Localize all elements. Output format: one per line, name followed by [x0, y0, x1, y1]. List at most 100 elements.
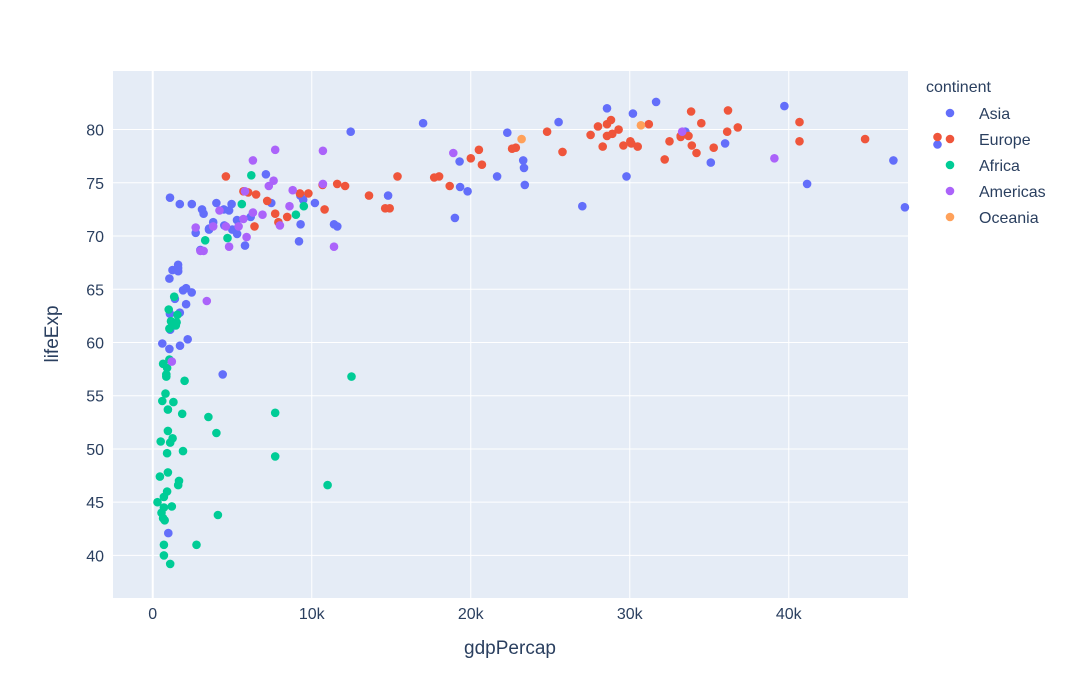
data-point-asia — [212, 198, 221, 208]
data-point-europe — [709, 143, 718, 152]
data-point-europe — [320, 205, 329, 214]
data-point-europe — [614, 125, 623, 134]
data-point-americas — [239, 214, 248, 224]
legend-label-asia: Asia — [979, 106, 1010, 123]
data-point-africa — [172, 318, 181, 327]
data-point-americas — [191, 223, 200, 232]
data-point-africa — [165, 559, 175, 569]
data-point-africa — [237, 199, 247, 209]
data-point-asia — [165, 344, 174, 354]
legend-label-americas: Americas — [979, 184, 1046, 201]
legend-item-oceania[interactable]: Oceania — [945, 210, 1039, 227]
data-point-asia — [450, 213, 460, 223]
data-point-americas — [242, 232, 251, 242]
data-point-americas — [285, 201, 294, 211]
data-point-americas — [677, 127, 687, 136]
data-point-africa — [169, 397, 178, 407]
data-point-africa — [247, 171, 256, 180]
legend-item-europe[interactable]: Europe — [945, 132, 1031, 149]
data-point-africa — [162, 363, 172, 373]
data-points — [153, 97, 942, 569]
data-point-asia — [503, 128, 512, 137]
data-point-oceania — [636, 121, 646, 130]
data-point-africa — [160, 516, 169, 525]
data-point-europe — [262, 196, 272, 206]
legend-item-americas[interactable]: Americas — [945, 184, 1046, 201]
data-point-europe — [507, 144, 517, 153]
data-point-europe — [332, 179, 342, 189]
data-point-asia — [183, 335, 192, 344]
data-point-europe — [593, 122, 603, 131]
x-axis-ticks: 0 10k 20k 30k 40k — [148, 606, 802, 623]
data-point-europe — [686, 107, 696, 116]
data-point-asia — [706, 158, 716, 167]
data-point-africa — [174, 476, 184, 486]
data-point-africa — [163, 405, 173, 414]
y-tick-label: 70 — [86, 229, 104, 246]
data-point-europe — [860, 134, 870, 144]
data-point-europe — [340, 181, 350, 191]
data-point-americas — [329, 242, 339, 251]
data-point-africa — [270, 408, 280, 418]
data-point-asia — [181, 283, 191, 293]
y-tick-label: 55 — [86, 389, 104, 406]
x-tick-label: 10k — [299, 606, 326, 623]
legend-item-asia[interactable]: Asia — [945, 106, 1011, 123]
data-point-europe — [644, 119, 654, 129]
data-point-africa — [159, 503, 169, 512]
data-point-asia — [780, 101, 789, 111]
y-tick-label: 45 — [86, 495, 104, 512]
data-point-europe — [221, 172, 231, 181]
data-point-europe — [558, 147, 567, 157]
data-point-europe — [251, 190, 261, 199]
data-point-africa — [162, 487, 172, 496]
data-point-europe — [627, 139, 636, 148]
data-point-europe — [687, 141, 697, 150]
data-point-europe — [304, 189, 313, 198]
data-point-americas — [270, 145, 280, 155]
data-point-africa — [200, 236, 210, 245]
data-point-europe — [665, 137, 674, 146]
data-point-asia — [455, 182, 465, 192]
data-point-africa — [153, 497, 162, 507]
data-point-europe — [445, 181, 455, 191]
data-point-africa — [347, 372, 356, 381]
y-tick-label: 60 — [86, 335, 104, 352]
data-point-africa — [212, 428, 221, 438]
data-point-asia — [296, 220, 305, 229]
data-point-asia — [622, 172, 631, 181]
y-tick-label: 40 — [86, 548, 104, 565]
data-point-africa — [323, 480, 332, 490]
data-point-africa — [159, 551, 169, 560]
data-point-africa — [165, 324, 174, 333]
data-point-europe — [633, 142, 642, 151]
data-point-americas — [240, 187, 250, 196]
legend-label-europe: Europe — [979, 132, 1031, 149]
data-point-europe — [474, 145, 484, 155]
data-point-asia — [329, 220, 339, 229]
data-point-africa — [291, 210, 301, 219]
data-point-asia — [164, 528, 173, 538]
data-point-africa — [167, 502, 177, 511]
data-point-asia — [455, 157, 464, 166]
x-tick-label: 30k — [617, 606, 644, 623]
data-point-europe — [608, 129, 617, 139]
data-point-americas — [288, 185, 298, 195]
legend: continent Asia Europe Africa Americas Oceani… — [926, 79, 1046, 227]
data-point-europe — [684, 131, 693, 141]
data-point-europe — [619, 141, 628, 150]
data-point-oceania — [517, 134, 526, 144]
data-point-africa — [192, 540, 201, 550]
data-point-europe — [795, 117, 804, 127]
data-point-americas — [269, 176, 278, 185]
data-point-europe — [606, 115, 616, 125]
data-point-africa — [163, 468, 173, 477]
data-point-europe — [542, 127, 552, 136]
data-point-asia — [175, 199, 185, 209]
data-point-americas — [208, 222, 218, 231]
data-point-americas — [167, 357, 177, 366]
legend-marker-americas — [945, 186, 955, 196]
legend-item-africa[interactable]: Africa — [945, 158, 1020, 175]
